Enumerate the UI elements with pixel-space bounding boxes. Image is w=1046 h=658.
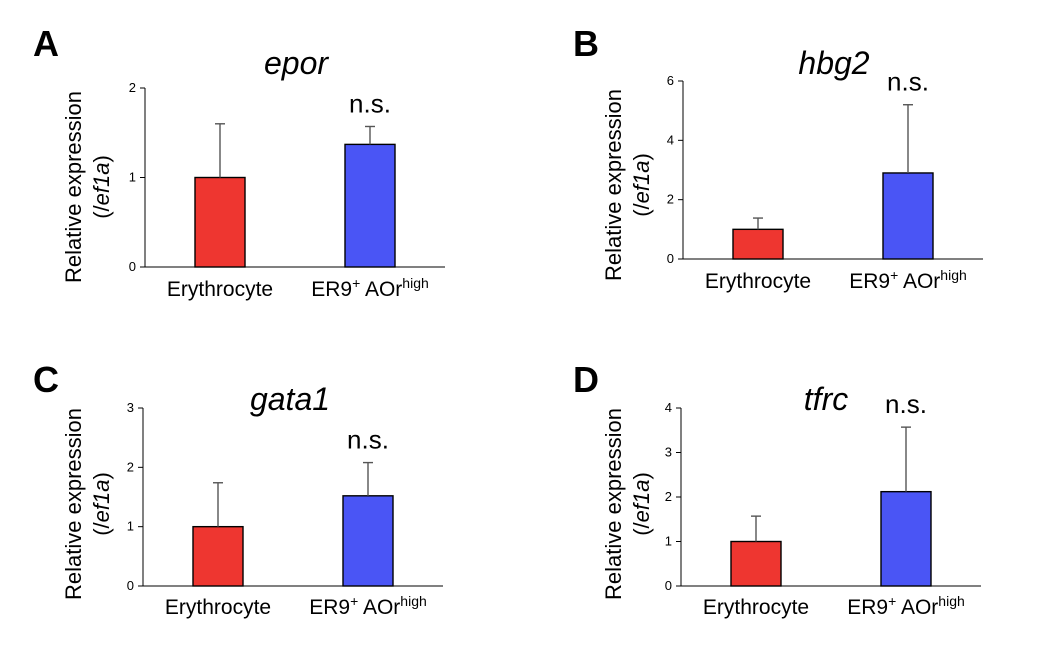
- y-axis-label: Relative expression (/ef1a): [601, 89, 654, 281]
- category-label-text: Erythrocyte: [703, 596, 809, 619]
- y-axis-label-close: ): [629, 153, 654, 160]
- bar-er9_aor_high: [344, 143, 396, 268]
- y-tick-label: 2: [667, 192, 674, 207]
- y-axis-label-main: Relative expression: [61, 91, 86, 283]
- panel-letter: B: [573, 23, 599, 64]
- y-axis-label-open: (/: [89, 521, 114, 535]
- y-axis-label-close: ): [629, 472, 654, 479]
- significance-label: n.s.: [347, 425, 389, 455]
- bar-erythrocyte: [730, 540, 782, 587]
- y-axis-label-main: Relative expression: [61, 408, 86, 600]
- significance-label: n.s.: [349, 88, 391, 118]
- category-label-sup: high: [940, 267, 966, 283]
- y-axis-label-main: Relative expression: [601, 408, 626, 600]
- category-label-sup: +: [352, 275, 360, 291]
- y-axis-label-open: (/: [629, 202, 654, 216]
- y-axis-label-gene: ef1a: [89, 480, 114, 523]
- category-label: Erythrocyte: [167, 278, 273, 301]
- chart-title: hbg2: [798, 45, 869, 81]
- y-axis-label-main: Relative expression: [601, 89, 626, 281]
- category-label-text: ER9: [849, 270, 890, 293]
- category-label: Erythrocyte: [705, 270, 811, 293]
- y-axis-label-close: ): [89, 472, 114, 479]
- category-label-text: Erythrocyte: [165, 596, 271, 619]
- category-label-text: Erythrocyte: [167, 278, 273, 301]
- y-axis-label: Relative expression (/ef1a): [61, 91, 114, 283]
- y-tick-label: 6: [667, 73, 674, 88]
- category-label-text: ER9: [311, 278, 352, 301]
- y-tick-label: 3: [127, 400, 134, 415]
- panel-letter: A: [33, 23, 59, 64]
- category-label-mid: AOr: [896, 596, 938, 619]
- y-tick-label: 2: [665, 489, 672, 504]
- category-label-mid: AOr: [898, 270, 940, 293]
- category-label: ER9+ AOrhigh: [311, 275, 429, 301]
- y-axis-label-open: (/: [629, 521, 654, 535]
- category-label-mid: AOr: [358, 596, 400, 619]
- y-tick-label: 1: [127, 519, 134, 534]
- category-label-text: ER9: [847, 596, 888, 619]
- category-label-sup: +: [350, 593, 358, 609]
- y-axis-label: Relative expression (/ef1a): [61, 408, 114, 600]
- category-label-sup: high: [400, 593, 426, 609]
- y-tick-label: 0: [129, 259, 136, 274]
- chart-title: epor: [264, 45, 329, 81]
- category-label-sup: high: [938, 593, 964, 609]
- panel-letter: C: [33, 359, 59, 400]
- y-tick-label: 1: [129, 170, 136, 185]
- y-axis-label-gene: ef1a: [89, 163, 114, 206]
- y-axis-label-open: (/: [89, 204, 114, 218]
- category-label: ER9+ AOrhigh: [847, 593, 965, 619]
- panel-letter: D: [573, 359, 599, 400]
- category-label-sup: +: [888, 593, 896, 609]
- category-label-sup: +: [890, 267, 898, 283]
- y-tick-label: 2: [127, 459, 134, 474]
- y-tick-label: 2: [129, 80, 136, 95]
- y-tick-label: 0: [665, 578, 672, 593]
- bar-er9_aor_high: [882, 172, 934, 260]
- y-tick-label: 1: [665, 534, 672, 549]
- category-label: Erythrocyte: [165, 596, 271, 619]
- bar-er9_aor_high: [342, 495, 394, 587]
- category-label-text: ER9: [309, 596, 350, 619]
- category-label-text: Erythrocyte: [705, 270, 811, 293]
- bar-er9_aor_high: [880, 490, 932, 587]
- y-axis-label: Relative expression (/ef1a): [601, 408, 654, 600]
- category-label-mid: AOr: [360, 278, 402, 301]
- y-axis-label-gene: ef1a: [629, 480, 654, 523]
- y-tick-label: 3: [665, 445, 672, 460]
- chart-title: gata1: [250, 381, 330, 417]
- y-axis-label-close: ): [89, 155, 114, 162]
- category-label-sup: high: [402, 275, 428, 291]
- y-tick-label: 4: [665, 400, 672, 415]
- bar-erythrocyte: [192, 525, 244, 587]
- bar-erythrocyte: [732, 228, 784, 260]
- y-tick-label: 0: [667, 251, 674, 266]
- y-axis-label-gene: ef1a: [629, 161, 654, 204]
- bar-erythrocyte: [194, 176, 246, 268]
- category-label: Erythrocyte: [703, 596, 809, 619]
- significance-label: n.s.: [885, 389, 927, 419]
- category-label: ER9+ AOrhigh: [849, 267, 967, 293]
- y-tick-label: 0: [127, 578, 134, 593]
- y-tick-label: 4: [667, 132, 674, 147]
- chart-title: tfrc: [804, 381, 848, 417]
- category-label: ER9+ AOrhigh: [309, 593, 427, 619]
- significance-label: n.s.: [887, 67, 929, 97]
